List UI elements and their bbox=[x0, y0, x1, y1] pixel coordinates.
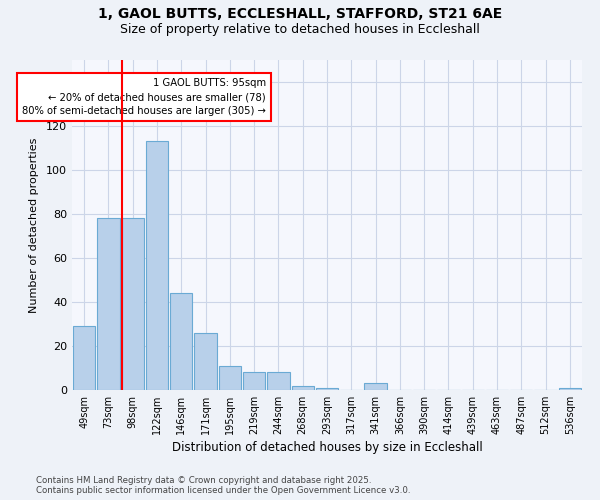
Bar bbox=[97, 218, 119, 390]
Bar bbox=[267, 372, 290, 390]
Text: Size of property relative to detached houses in Eccleshall: Size of property relative to detached ho… bbox=[120, 22, 480, 36]
Text: 1 GAOL BUTTS: 95sqm
← 20% of detached houses are smaller (78)
80% of semi-detach: 1 GAOL BUTTS: 95sqm ← 20% of detached ho… bbox=[22, 78, 266, 116]
Bar bbox=[122, 218, 144, 390]
Bar bbox=[364, 384, 387, 390]
X-axis label: Distribution of detached houses by size in Eccleshall: Distribution of detached houses by size … bbox=[172, 441, 482, 454]
Text: Contains HM Land Registry data © Crown copyright and database right 2025.
Contai: Contains HM Land Registry data © Crown c… bbox=[36, 476, 410, 495]
Bar bbox=[316, 388, 338, 390]
Bar bbox=[170, 293, 193, 390]
Text: 1, GAOL BUTTS, ECCLESHALL, STAFFORD, ST21 6AE: 1, GAOL BUTTS, ECCLESHALL, STAFFORD, ST2… bbox=[98, 8, 502, 22]
Bar bbox=[146, 142, 168, 390]
Bar bbox=[218, 366, 241, 390]
Bar bbox=[73, 326, 95, 390]
Y-axis label: Number of detached properties: Number of detached properties bbox=[29, 138, 39, 312]
Bar bbox=[292, 386, 314, 390]
Bar bbox=[194, 333, 217, 390]
Bar bbox=[243, 372, 265, 390]
Bar bbox=[559, 388, 581, 390]
